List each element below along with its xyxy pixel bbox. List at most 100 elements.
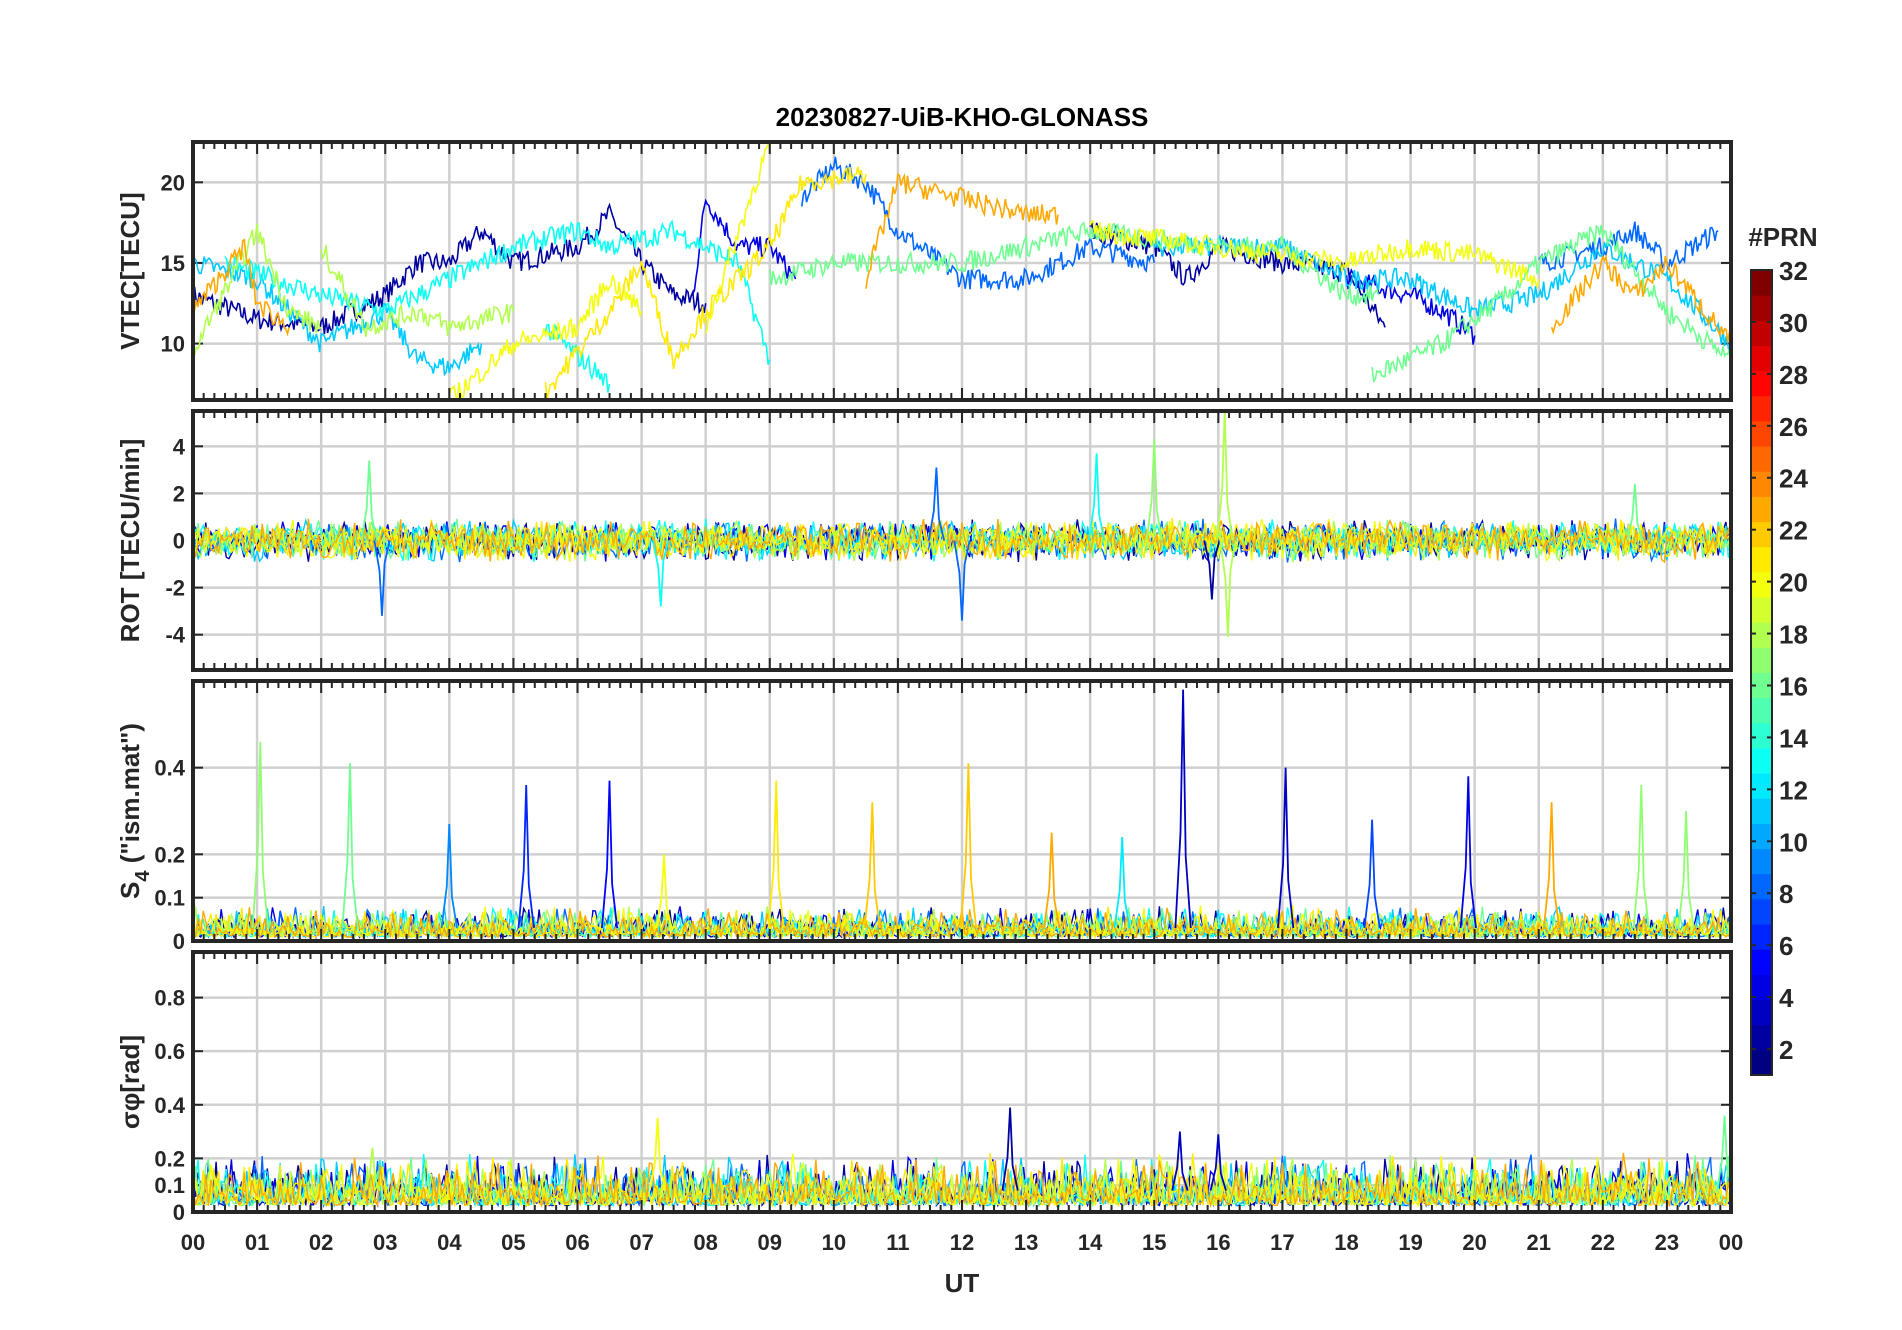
series-prn-20: [649, 1118, 667, 1191]
colorbar-swatch: [1751, 320, 1772, 346]
colorbar-swatch: [1751, 471, 1772, 497]
series-prn-2: [1203, 540, 1221, 600]
x-tick-label: 00: [181, 1230, 205, 1255]
x-tick-label: 18: [1334, 1230, 1358, 1255]
x-tick-label: 23: [1655, 1230, 1679, 1255]
y-tick-label: -2: [165, 576, 185, 601]
y-tick-label: 0.4: [154, 756, 185, 781]
colorbar-box: [1750, 269, 1773, 1076]
colorbar-tick-label: 10: [1779, 827, 1808, 857]
series-prn-16: [1371, 224, 1731, 384]
y-axis-label: VTEC[TECU]: [115, 192, 145, 349]
series-prn-21: [767, 780, 785, 929]
colorbar-swatch: [1751, 345, 1772, 372]
y-axis-label: ROT [TECU/min]: [115, 439, 145, 643]
chart-title: 20230827-UiB-KHO-GLONASS: [776, 102, 1149, 132]
series-prn-17: [1632, 784, 1650, 929]
colorbar-swatch: [1751, 546, 1772, 573]
y-tick-label: 0: [173, 529, 185, 554]
series-prn-23: [865, 173, 1059, 289]
x-tick-label: 06: [565, 1230, 589, 1255]
y-axis-label: σφ[rad]: [115, 1035, 145, 1129]
y-tick-label: 0.6: [154, 1039, 185, 1064]
y-tick-label: 0.2: [154, 842, 185, 867]
colorbar-tick-label: 28: [1779, 360, 1808, 390]
series-prn-8: [927, 467, 945, 541]
x-tick-label: 22: [1591, 1230, 1615, 1255]
x-tick-label: 12: [950, 1230, 974, 1255]
colorbar-tick-label: 24: [1779, 464, 1808, 494]
axes-box: [191, 679, 1733, 943]
series-prn-13: [544, 323, 611, 393]
series-prn-20: [655, 854, 673, 929]
colorbar-swatch: [1751, 647, 1772, 673]
series-prn-3: [1209, 1134, 1227, 1191]
y-tick-label: 0: [173, 1200, 185, 1225]
series-prn-3: [1174, 689, 1192, 929]
colorbar-swatch: [1751, 924, 1772, 950]
series-prn-12: [1113, 836, 1131, 929]
series-prn-22: [863, 802, 881, 929]
series-group: [193, 142, 1731, 400]
x-tick-label: 04: [437, 1230, 462, 1255]
series-prn-4: [1345, 268, 1476, 345]
y-label-main: S: [115, 882, 145, 899]
y-tick-label: 0.8: [154, 986, 185, 1011]
series-prn-18: [320, 244, 515, 337]
x-tick-label: 00: [1719, 1230, 1743, 1255]
colorbar-swatch: [1751, 496, 1772, 523]
colorbar-tick-label: 12: [1779, 775, 1808, 805]
colorbar-swatch: [1751, 722, 1772, 749]
series-prn-8: [373, 540, 391, 616]
x-tick-label: 11: [886, 1230, 909, 1255]
y-tick-label: 0.1: [154, 1173, 185, 1198]
x-tick-label: 14: [1078, 1230, 1103, 1255]
series-prn-4: [692, 198, 797, 295]
series-prn-3: [1171, 1131, 1189, 1191]
colorbar-swatch: [1751, 622, 1772, 648]
series-prn-13: [652, 540, 670, 607]
colorbar-swatch: [1751, 1024, 1772, 1051]
colorbar-swatch: [1751, 1049, 1772, 1076]
colorbar-tick-label: 26: [1779, 412, 1808, 442]
series-prn-21: [193, 517, 1731, 561]
series-prn-20: [704, 142, 771, 334]
colorbar-swatch: [1751, 370, 1772, 397]
series-prn-4: [1459, 776, 1477, 929]
series-prn-16: [360, 460, 378, 541]
series-prn-23: [1043, 832, 1061, 929]
x-tick-label: 21: [1527, 1230, 1551, 1255]
series-prn-21: [544, 166, 867, 400]
colorbar-swatch: [1751, 798, 1772, 824]
series-prn-9: [440, 823, 458, 929]
colorbar-swatch: [1751, 999, 1772, 1026]
x-tick-label: 01: [245, 1230, 269, 1255]
colorbar-swatch: [1751, 270, 1772, 296]
colorbar-swatch: [1751, 295, 1772, 321]
colorbar-tick-label: 20: [1779, 568, 1808, 598]
series-prn-3: [1277, 767, 1295, 929]
colorbar-swatch: [1751, 823, 1772, 850]
y-tick-label: 2: [173, 481, 185, 506]
series-prn-23: [193, 238, 290, 337]
series-prn-17: [1145, 439, 1163, 541]
x-tick-label: 07: [629, 1230, 653, 1255]
y-tick-label: 0.4: [154, 1093, 185, 1118]
series-prn-23: [1550, 253, 1731, 344]
colorbar-swatch: [1751, 446, 1772, 472]
x-tick-label: 15: [1142, 1230, 1166, 1255]
x-tick-label: 02: [309, 1230, 333, 1255]
colorbar-swatch: [1751, 974, 1772, 1001]
colorbar-swatch: [1751, 420, 1772, 447]
colorbar-tick-label: 22: [1779, 516, 1808, 546]
y-tick-label: 4: [173, 434, 186, 459]
colorbar-swatch: [1751, 773, 1772, 799]
series-prn-2: [1001, 1107, 1019, 1191]
series-prn-18: [363, 1147, 381, 1191]
series-prn-7: [1363, 819, 1381, 929]
colorbar-swatch: [1751, 395, 1772, 422]
x-tick-label: 16: [1206, 1230, 1230, 1255]
axes-box: [191, 950, 1733, 1214]
